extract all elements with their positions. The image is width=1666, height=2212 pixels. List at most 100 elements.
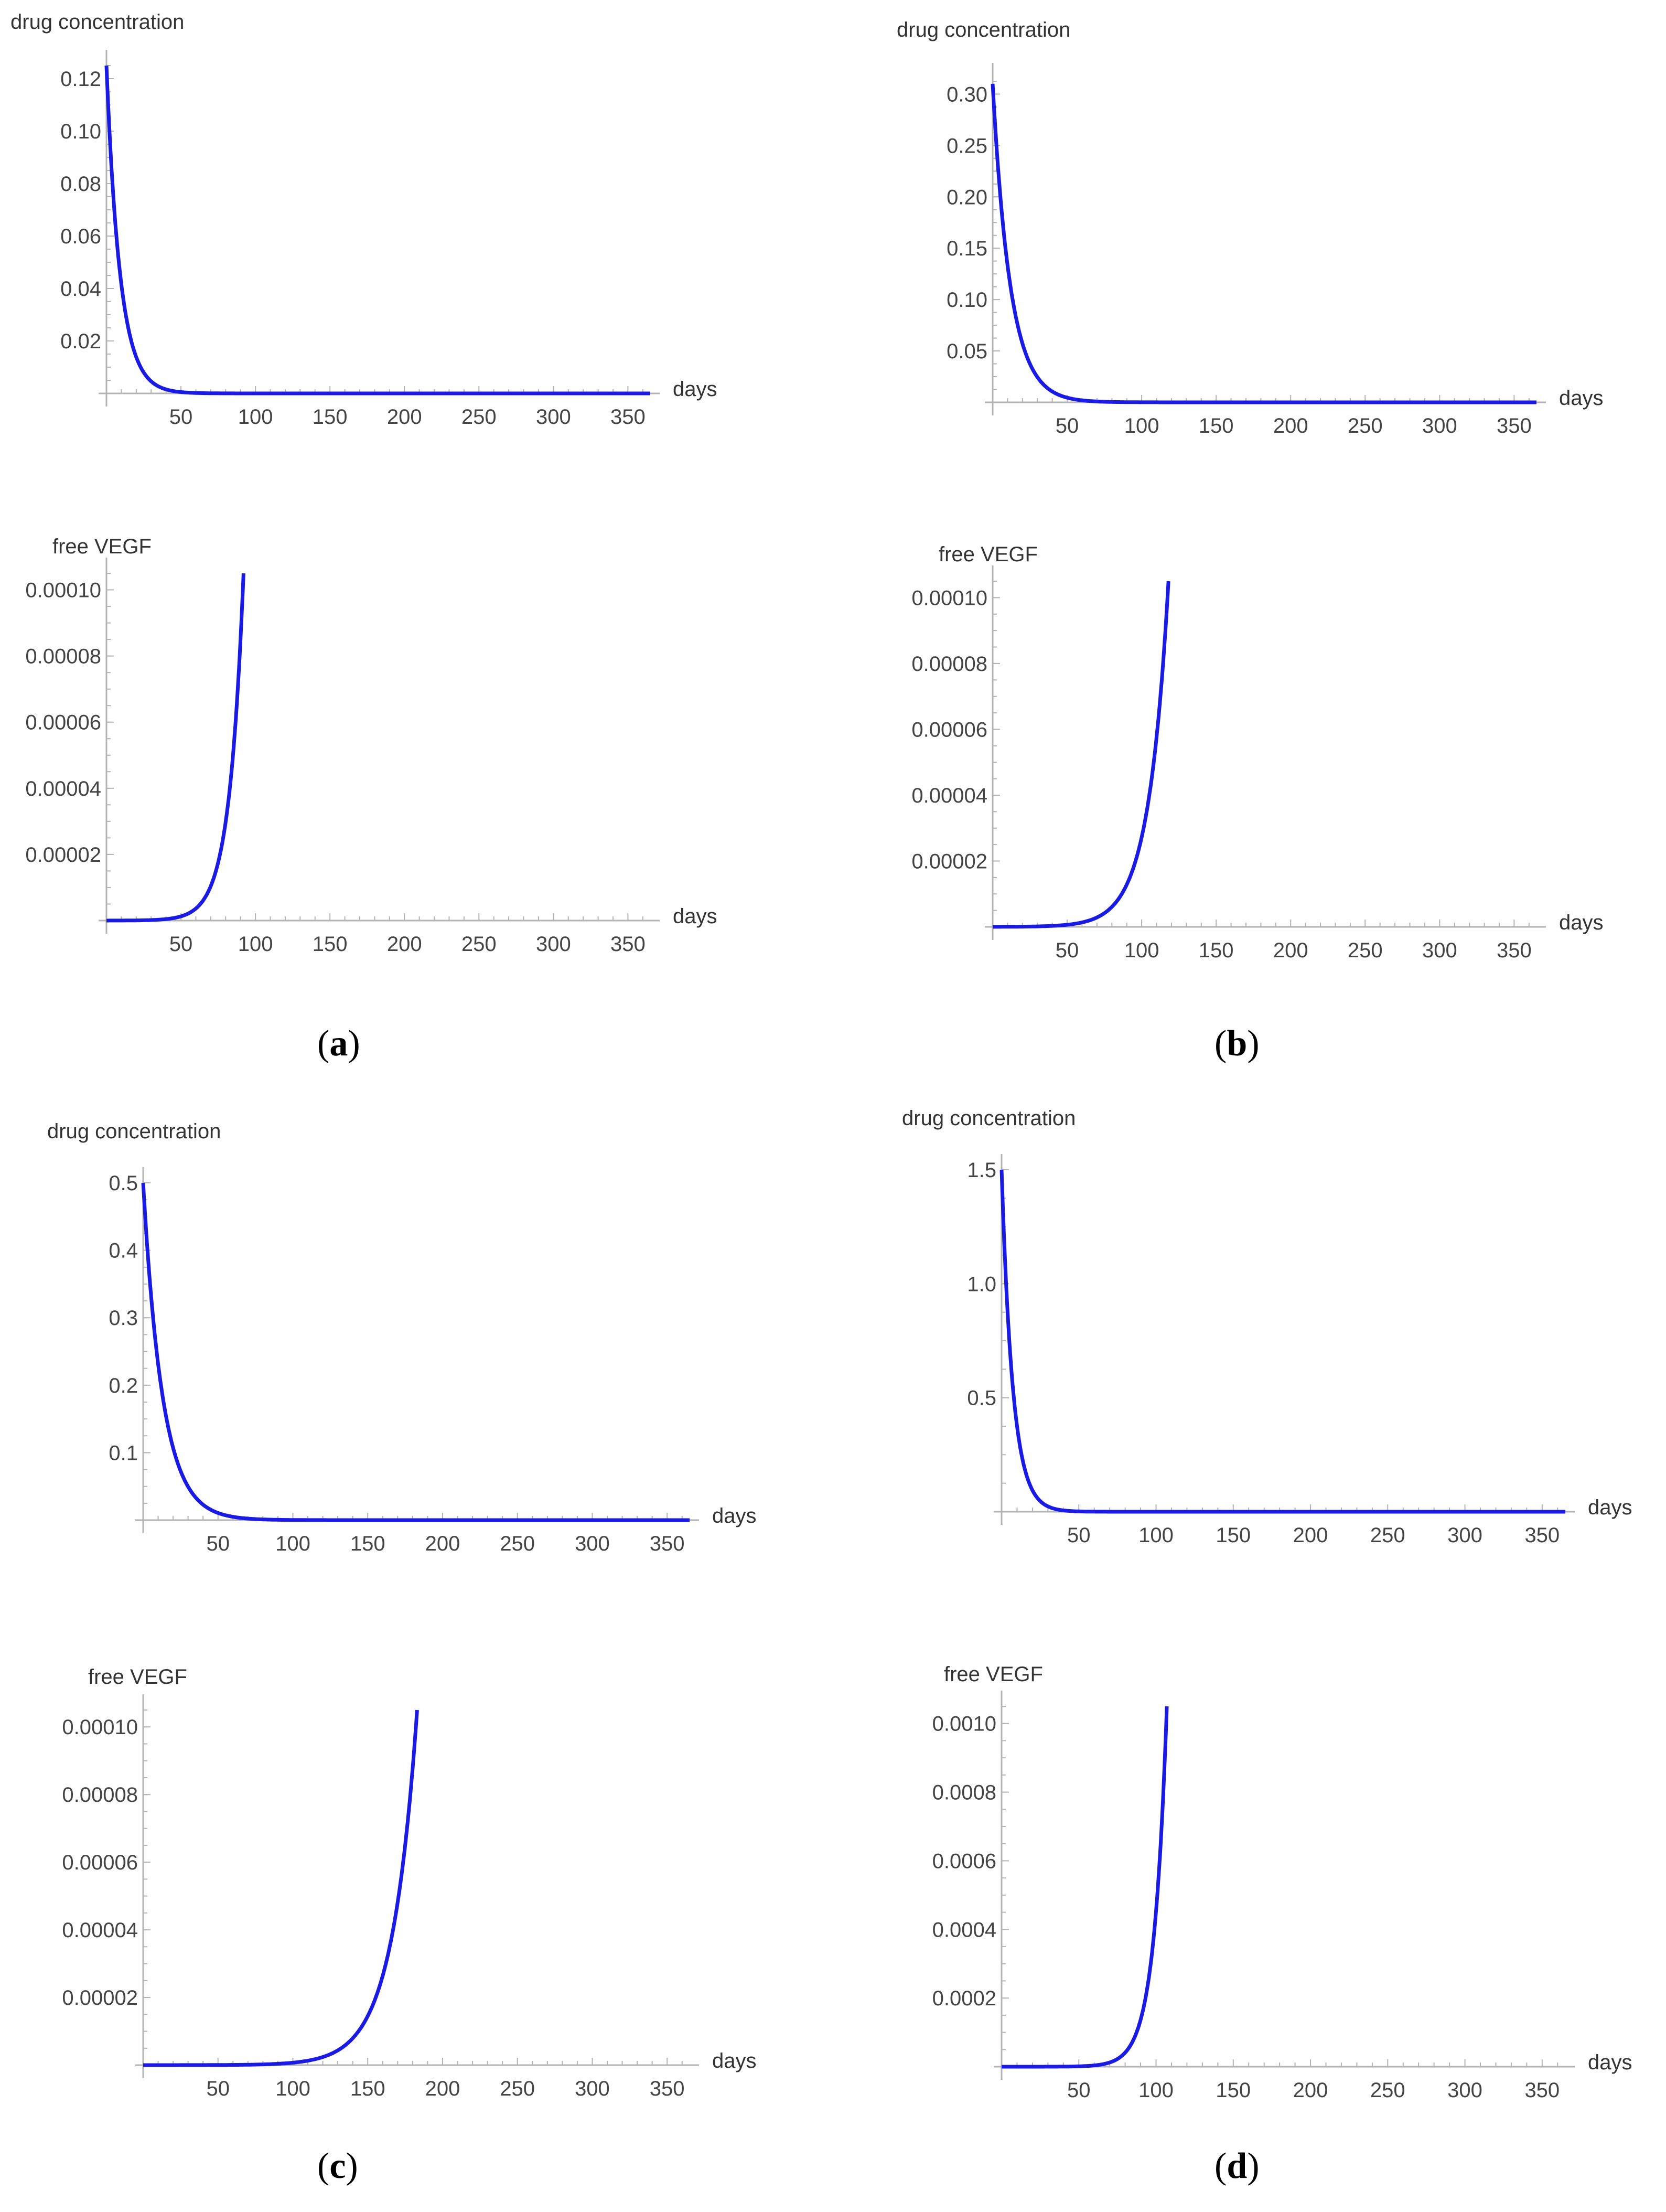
caption-b-letter: b: [1227, 1023, 1248, 1064]
x-tick-label: 100: [1138, 2079, 1174, 2102]
x-tick-label: 350: [1524, 1524, 1560, 1547]
x-axis-title: days: [712, 2049, 757, 2072]
x-tick-label: 250: [1348, 414, 1383, 437]
x-tick-label: 150: [1216, 2079, 1251, 2102]
x-tick-label: 300: [1447, 1524, 1482, 1547]
x-tick-label: 50: [1067, 2079, 1091, 2102]
y-tick-label: 0.00008: [62, 1783, 138, 1807]
y-tick-label: 0.00002: [25, 843, 101, 867]
y-tick-label: 0.25: [947, 134, 987, 157]
y-tick-label: 0.00004: [911, 784, 987, 807]
x-tick-label: 100: [1124, 414, 1159, 437]
caption-b-open: (: [1214, 1023, 1227, 1064]
x-axis-title: days: [712, 1504, 757, 1527]
x-tick-label: 200: [1293, 2079, 1328, 2102]
x-tick-label: 150: [350, 1532, 385, 1555]
caption-c-close: ): [346, 2146, 358, 2186]
series-line-drug-concentration: [104, 65, 652, 396]
x-tick-label: 250: [461, 405, 497, 429]
x-tick-label: 350: [1497, 939, 1532, 962]
y-tick-label: 0.04: [60, 277, 101, 301]
y-tick-label: 0.2: [109, 1374, 138, 1397]
y-tick-label: 1.0: [967, 1273, 996, 1296]
x-tick-label: 350: [650, 1532, 685, 1555]
caption-c: (c): [317, 2145, 358, 2187]
chart-d-drug-concentration: 50 100 150 200 250 300 350 0.5 1.0 1.5 drug concen…: [902, 1107, 1632, 1547]
chart-b-free-vegf: 50 100 150 200 250 300 350 0.00002 0.00004 0.0000…: [911, 543, 1603, 962]
y-tick-label: 0.5: [967, 1387, 996, 1410]
x-tick-label: 250: [1370, 1524, 1405, 1547]
y-tick-label: 0.00004: [62, 1919, 138, 1942]
caption-a-open: (: [317, 1023, 330, 1064]
x-tick-label: 300: [575, 1532, 610, 1555]
x-tick-label: 350: [610, 405, 646, 429]
y-tick-label: 0.00002: [911, 850, 987, 873]
series-line-drug-concentration: [991, 83, 1538, 404]
caption-b: (b): [1214, 1023, 1260, 1065]
series-line-drug-concentration: [999, 1169, 1566, 1514]
y-axis-title: drug concentration: [47, 1120, 221, 1143]
y-tick-label: 0.00008: [911, 653, 987, 676]
caption-c-letter: c: [329, 2146, 346, 2186]
y-axis-title: free VEGF: [88, 1665, 187, 1689]
x-tick-label: 200: [387, 933, 422, 956]
chart-a-drug-concentration: 50 100 150 200 250 300 350 0.02 0.04 0.06 0.08 0.10…: [10, 10, 717, 429]
y-tick-label: 0.0010: [932, 1713, 996, 1736]
chart-c-free-vegf: 50 100 150 200 250 300 350 0.00002 0.00004 0.0000…: [62, 1665, 756, 2100]
x-tick-label: 200: [1273, 939, 1308, 962]
y-tick-label: 0.0002: [932, 1987, 996, 2010]
y-tick-label: 1.5: [967, 1159, 996, 1182]
x-tick-label: 150: [1216, 1524, 1251, 1547]
x-tick-label: 50: [169, 933, 193, 956]
x-tick-label: 350: [1524, 2079, 1560, 2102]
series-line-free-vegf: [991, 581, 1170, 929]
x-tick-label: 150: [313, 405, 348, 429]
chart-c-drug-concentration: 50 100 150 200 250 300 350 0.1 0.2 0.3 0.4 0.5 drug …: [47, 1120, 757, 1555]
x-tick-label: 300: [536, 405, 571, 429]
y-axis-title: drug concentration: [897, 18, 1070, 41]
chart-b-drug-concentration: 50 100 150 200 250 300 350 0.05 0.10 0.15 0.20 0.25…: [897, 18, 1604, 437]
y-tick-label: 0.0004: [932, 1918, 996, 1941]
y-tick-label: 0.00006: [911, 718, 987, 741]
x-tick-label: 250: [500, 1532, 535, 1555]
y-tick-label: 0.4: [109, 1239, 138, 1263]
x-tick-label: 100: [275, 2077, 310, 2100]
y-tick-label: 0.00010: [911, 586, 987, 610]
y-tick-label: 0.06: [60, 225, 101, 248]
x-axis-title: days: [673, 905, 717, 928]
caption-d-open: (: [1214, 2146, 1227, 2186]
y-tick-label: 0.00010: [25, 579, 101, 602]
x-tick-label: 250: [461, 933, 497, 956]
y-tick-label: 0.5: [109, 1172, 138, 1195]
x-tick-label: 300: [1447, 2079, 1482, 2102]
x-tick-label: 300: [575, 2077, 610, 2100]
caption-a: (a): [317, 1023, 360, 1065]
series-line-drug-concentration: [141, 1182, 691, 1522]
x-tick-label: 250: [1348, 939, 1383, 962]
y-tick-label: 0.1: [109, 1441, 138, 1465]
y-tick-label: 0.0006: [932, 1850, 996, 1873]
y-tick-label: 0.00006: [62, 1851, 138, 1874]
y-axis-title: drug concentration: [10, 10, 184, 34]
y-tick-label: 0.00002: [62, 1986, 138, 2010]
y-tick-label: 0.00008: [25, 645, 101, 668]
caption-a-close: ): [348, 1023, 360, 1064]
x-tick-label: 200: [1273, 414, 1308, 437]
series-line-free-vegf: [1001, 1706, 1169, 2069]
x-tick-label: 300: [1422, 414, 1457, 437]
y-tick-label: 0.08: [60, 173, 101, 196]
y-axis-title: free VEGF: [944, 1663, 1043, 1686]
x-tick-label: 250: [500, 2077, 535, 2100]
y-tick-label: 0.00010: [62, 1716, 138, 1739]
x-tick-label: 300: [1422, 939, 1457, 962]
x-axis-title: days: [1559, 911, 1604, 934]
x-tick-label: 100: [1138, 1524, 1174, 1547]
y-tick-label: 0.05: [947, 340, 987, 363]
x-tick-label: 350: [1497, 414, 1532, 437]
x-tick-label: 150: [1199, 414, 1234, 437]
y-tick-label: 0.12: [60, 68, 101, 91]
y-tick-label: 0.00006: [25, 711, 101, 734]
y-axis-title: free VEGF: [939, 543, 1038, 566]
x-tick-label: 200: [425, 1532, 460, 1555]
y-tick-label: 0.10: [947, 288, 987, 312]
